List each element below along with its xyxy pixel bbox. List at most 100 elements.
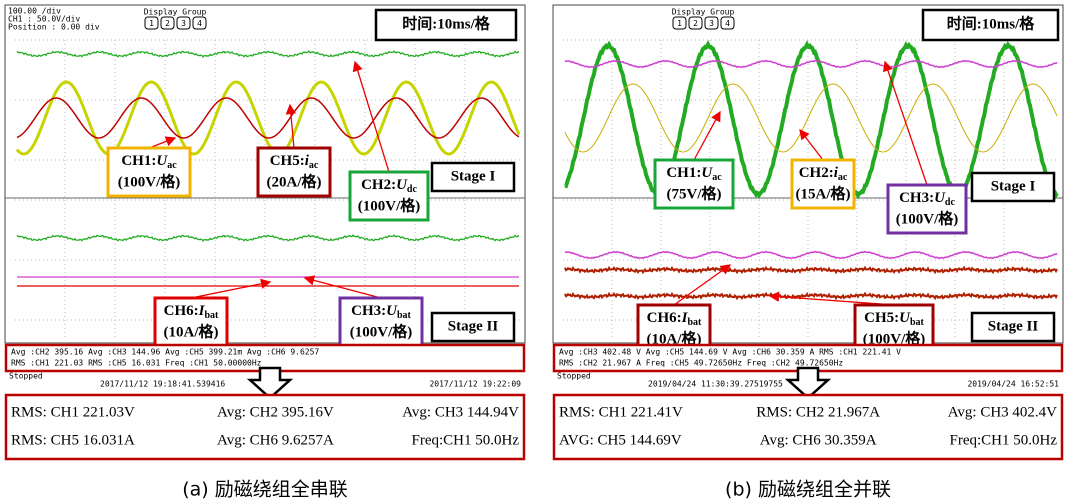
annotation-name: CH6:Ibat [164,303,219,321]
group-button [672,16,687,30]
stage-box [430,311,516,343]
annotation-arrow [285,103,297,149]
group-button-label: 4 [725,19,730,28]
annotation-name: CH1:Uac [121,153,177,171]
time-box [921,8,1060,42]
stage-box [430,161,516,193]
stage-label: Stage I [991,178,1036,194]
annotation-arrow [148,136,177,149]
summary-value: Avg: CH2 395.16V [217,404,334,420]
stage-label: Stage II [448,318,499,334]
group-button-label: 2 [165,19,170,28]
time-label: 时间:10ms/格 [947,14,1035,32]
subscript: ac [712,172,722,183]
group-button-label: 3 [181,19,186,28]
annotation-scale: (100V/格) [118,172,181,190]
annotation-box [106,146,192,198]
variable: U [934,190,946,206]
stage-label: Stage I [451,168,496,184]
summary-value: Avg: CH3 144.94V [402,404,519,420]
annotation-scale: (75V/格) [667,184,722,202]
time-label: 时间:10ms/格 [402,14,490,32]
caption: (b) 励磁绕组全并联 [725,479,891,501]
summary-value: AVG: CH5 144.69V [559,432,682,448]
waveform [564,40,1059,200]
group-button [720,16,735,30]
readout-box [4,343,526,373]
annotation-box [348,170,430,222]
caption: (a) 励磁绕组全串联 [182,479,348,501]
annotation-arrow [883,60,928,186]
waveform [16,234,520,242]
readout-line: RMS :CH1 221.03 RMS :CH5 16.031 Freq :CH… [11,359,262,368]
group-button [144,16,159,30]
variable: U [701,165,713,181]
waveform [16,97,520,139]
summary-value: RMS: CH5 16.031A [11,432,135,448]
waveform [16,50,520,58]
status: Stopped [557,372,591,381]
channel-text: CH1 : 50.0V/div [8,15,80,24]
stage-box [970,311,1056,343]
variable: U [899,310,911,326]
time-box [374,8,518,42]
channel: CH6: [647,310,682,326]
status: Stopped [9,372,43,381]
channel: CH5: [864,310,899,326]
annotation-arrow [673,264,732,306]
channel: CH3: [351,303,386,319]
group-button [704,16,719,30]
stage-box [970,171,1056,203]
timestamp: 2019/04/24 11:30:39.27519755 [648,380,783,389]
annotation-name: CH3:Udc [899,190,955,208]
readout-line: Avg :CH3 402.48 V Avg :CH5 144.69 V Avg … [559,348,901,357]
annotation-scale: (10A/格) [164,322,219,340]
group-button-label: 4 [197,19,202,28]
summary-box [4,393,526,461]
channel: CH2: [361,177,396,193]
group-button [688,16,703,30]
summary-value: Freq:CH1 50.0Hz [950,432,1058,448]
waveform [564,265,1058,275]
annotation-scale: (20A/格) [267,172,322,190]
annotation-scale: (15A/格) [796,184,851,202]
variable: U [386,303,398,319]
channel: CH3: [899,190,934,206]
down-arrow [246,366,294,400]
waveform [564,250,1058,260]
summary-value: RMS: CH1 221.41V [559,404,683,420]
annotation-arrow [190,278,272,299]
subscript: ac [309,160,319,171]
annotation-name: CH3:Ubat [351,303,411,321]
annotation-box [886,183,968,235]
readout-line: Avg :CH2 395.16 Avg :CH3 144.96 Avg :CH5… [11,348,319,357]
stage-label: Stage II [988,318,1039,334]
subscript: ac [167,160,177,171]
waveform [564,291,1058,301]
annotation-name: CH6:Ibat [647,310,702,328]
annotation-name: CH2:Udc [361,177,417,195]
waveform [564,59,1058,69]
timestamp: 2019/04/24 16:52:51 [967,380,1059,389]
annotation-box [653,158,735,210]
annotation-name: CH5:Ubat [864,310,924,328]
timestamp: 2017/11/12 19:18:41.539416 [100,380,225,389]
channel: CH1: [666,165,701,181]
group-button-label: 2 [693,19,698,28]
subscript: bat [397,310,412,321]
variable: I [681,310,689,326]
group-button-label: 1 [149,19,154,28]
variable: U [156,153,168,169]
scale-text: 100.00 /div [8,7,61,16]
variable: U [396,177,408,193]
annotation-arrow [799,128,824,161]
summary-value: Freq:CH1 50.0Hz [412,432,520,448]
group-button-label: 3 [709,19,714,28]
down-arrow [784,366,832,400]
channel: CH6: [164,303,199,319]
subscript: ac [838,172,848,183]
annotation-name: CH2:iac [799,165,848,183]
annotation-arrow [352,60,390,173]
summary-value: RMS: CH2 21.967A [756,404,880,420]
